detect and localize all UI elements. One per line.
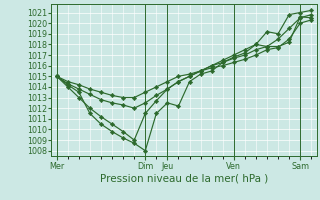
X-axis label: Pression niveau de la mer( hPa ): Pression niveau de la mer( hPa ) (100, 173, 268, 183)
